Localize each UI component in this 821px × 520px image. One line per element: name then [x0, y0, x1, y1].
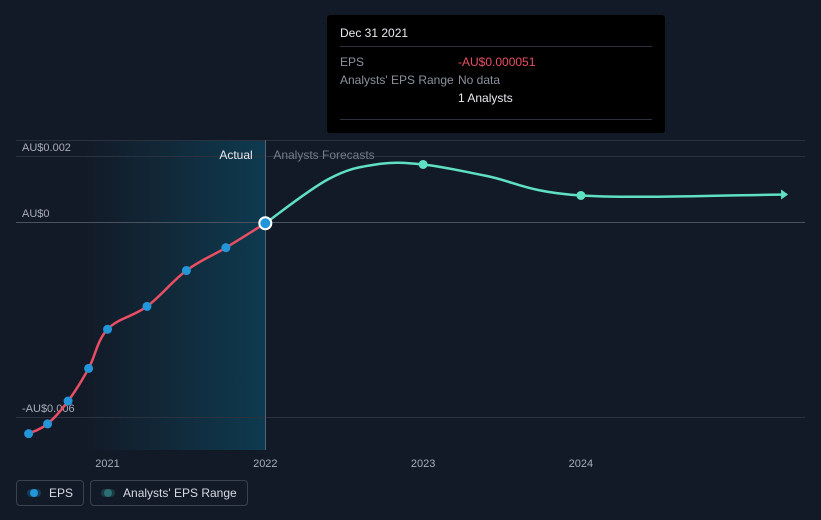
x-axis-label: 2021 — [95, 458, 119, 470]
eps-chart: AU$0.002AU$0-AU$0.0062021202220232024Act… — [16, 120, 805, 450]
tooltip-key — [340, 91, 458, 105]
actual-marker[interactable] — [221, 243, 230, 252]
legend-swatch-icon — [101, 489, 115, 497]
tooltip-key: Analysts' EPS Range — [340, 73, 458, 87]
tooltip-divider — [340, 119, 652, 120]
forecast-end-arrow-icon — [781, 189, 788, 199]
tooltip-row: 1 Analysts — [340, 89, 652, 107]
forecast-line — [265, 163, 786, 224]
actual-marker[interactable] — [24, 429, 33, 438]
actual-marker[interactable] — [103, 325, 112, 334]
tooltip-key: EPS — [340, 55, 458, 69]
actual-marker[interactable] — [64, 397, 73, 406]
actual-marker[interactable] — [142, 302, 151, 311]
x-axis-label: 2024 — [569, 458, 593, 470]
x-axis-label: 2023 — [411, 458, 435, 470]
forecast-marker[interactable] — [419, 160, 428, 169]
tooltip-row: EPS-AU$0.000051 — [340, 53, 652, 71]
legend-swatch-icon — [27, 489, 41, 497]
tooltip-value: 1 Analysts — [458, 91, 652, 105]
plot-area[interactable]: AU$0.002AU$0-AU$0.0062021202220232024Act… — [16, 120, 805, 450]
chart-legend: EPS Analysts' EPS Range — [16, 480, 248, 506]
chart-tooltip: Dec 31 2021 EPS-AU$0.000051Analysts' EPS… — [328, 16, 664, 132]
highlight-marker[interactable] — [259, 217, 271, 229]
actual-marker[interactable] — [182, 266, 191, 275]
legend-item[interactable]: Analysts' EPS Range — [90, 480, 248, 506]
tooltip-value: -AU$0.000051 — [458, 55, 652, 69]
legend-label: EPS — [49, 486, 73, 500]
tooltip-date: Dec 31 2021 — [340, 26, 652, 47]
legend-item[interactable]: EPS — [16, 480, 84, 506]
legend-label: Analysts' EPS Range — [123, 486, 237, 500]
actual-marker[interactable] — [84, 364, 93, 373]
tooltip-row: Analysts' EPS RangeNo data — [340, 71, 652, 89]
forecast-marker[interactable] — [576, 191, 585, 200]
x-axis-label: 2022 — [253, 458, 277, 470]
actual-marker[interactable] — [43, 419, 52, 428]
chart-svg — [16, 120, 805, 450]
tooltip-value: No data — [458, 73, 652, 87]
